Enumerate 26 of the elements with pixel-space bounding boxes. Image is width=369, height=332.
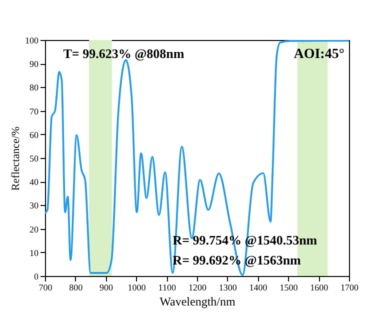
- x-tick-label: 1300: [218, 282, 238, 292]
- y-tick-label: 90: [30, 59, 39, 70]
- x-tick-label: 1000: [128, 282, 146, 292]
- y-tick-label: 30: [30, 200, 39, 211]
- y-tick-label: 0: [34, 272, 39, 282]
- y-tick-label: 80: [30, 82, 39, 93]
- y-tick-label: 50: [30, 154, 39, 164]
- y-tick-label: 70: [30, 106, 39, 116]
- annotation: T= 99.623% @808nm: [63, 46, 184, 62]
- x-tick-label: 800: [69, 282, 84, 292]
- x-tick-label: 900: [100, 282, 114, 292]
- x-tick-label: 1200: [188, 282, 207, 292]
- y-tick-label: 40: [30, 177, 39, 188]
- y-tick-label: 60: [30, 130, 39, 140]
- y-tick-label: 20: [30, 224, 39, 234]
- y-tick-label: 100: [25, 36, 39, 46]
- x-tick-label: 1400: [249, 282, 268, 292]
- x-axis-title: Wavelength/nm: [160, 294, 236, 308]
- x-tick-label: 700: [38, 282, 53, 292]
- y-tick-label: 10: [30, 248, 39, 258]
- x-tick-label: 1700: [340, 282, 359, 292]
- annotation: AOI:45°: [294, 47, 344, 62]
- x-tick-label: 1500: [280, 282, 298, 292]
- x-tick-label: 1600: [310, 282, 329, 292]
- x-tick-label: 1100: [158, 282, 176, 292]
- y-axis-title: Reflectance/%: [10, 126, 22, 191]
